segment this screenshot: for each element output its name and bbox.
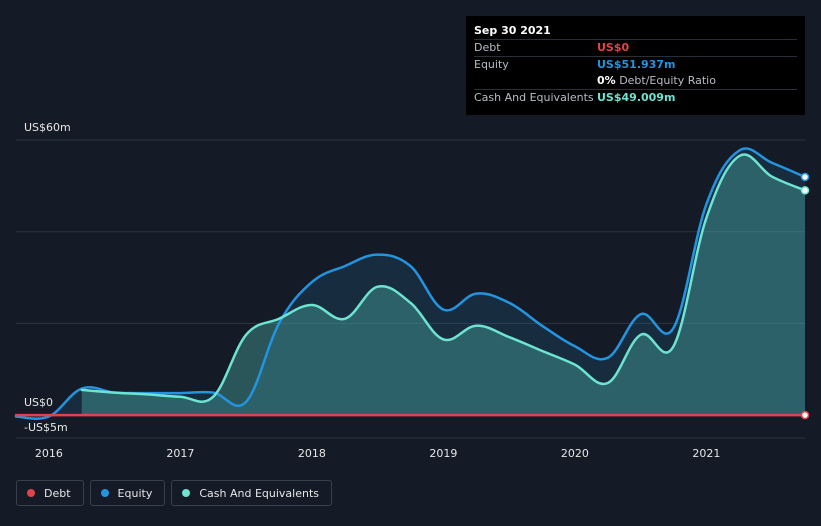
equity-endpoint [800,172,810,182]
tooltip-cash-value: US$49.009m [597,91,676,104]
y-tick-label: US$0 [24,396,53,409]
equity-dot-icon [100,489,109,497]
equity-area [16,148,805,419]
tooltip-debt-value: US$0 [597,41,630,54]
cash-dot-icon [182,489,191,497]
tooltip-panel: Sep 30 2021 Debt US$0 Equity US$51.937m … [466,16,805,115]
x-tick-label: 2021 [692,447,720,460]
tooltip-row-equity: Equity US$51.937m [474,56,797,73]
legend-label-debt: Debt [44,486,71,500]
tooltip-ratio-spacer [474,73,597,89]
debt-endpoint [800,410,810,420]
cash-and-equivalents-area [81,154,805,416]
x-tick-label: 2020 [561,447,589,460]
tooltip-equity-label: Equity [474,58,509,71]
y-axis-labels: US$60m US$0 -US$5m [24,121,71,434]
legend-item-debt[interactable]: Debt [16,480,84,506]
cash-and-equivalents-endpoint [800,186,810,195]
x-axis-labels: 2016 2017 2018 2019 2020 2021 [35,447,721,460]
tooltip-equity-value: US$51.937m [597,58,676,71]
x-tick-label: 2017 [166,447,194,460]
series-lines [14,147,807,420]
debt-dot-icon [27,489,35,497]
cash-and-equivalents-line [80,153,807,404]
tooltip-date: Sep 30 2021 [474,24,551,37]
tooltip-debt-label: Debt [474,41,501,54]
tooltip-cash-label: Cash And Equivalents [474,91,594,104]
x-tick-label: 2016 [35,447,63,460]
y-tick-label: -US$5m [24,421,68,434]
tooltip-row-ratio: 0% Debt/Equity Ratio [474,73,797,89]
y-tick-label: US$60m [24,121,71,134]
tooltip-ratio-value: 0% [597,74,616,87]
series-endpoints [800,172,810,420]
x-tick-label: 2018 [298,447,326,460]
tooltip-ratio-label: Debt/Equity Ratio [619,74,716,87]
legend-item-equity[interactable]: Equity [89,480,166,506]
legend-label-cash: Cash And Equivalents [199,486,319,500]
series-areas [16,148,805,419]
equity-line [14,147,807,420]
legend-item-cash[interactable]: Cash And Equivalents [171,480,332,506]
legend-label-equity: Equity [117,486,153,500]
tooltip-row-debt: Debt US$0 [474,39,797,56]
legend: Debt Equity Cash And Equivalents [16,480,332,506]
x-tick-label: 2019 [429,447,457,460]
tooltip-row-cash: Cash And Equivalents US$49.009m [474,89,797,106]
